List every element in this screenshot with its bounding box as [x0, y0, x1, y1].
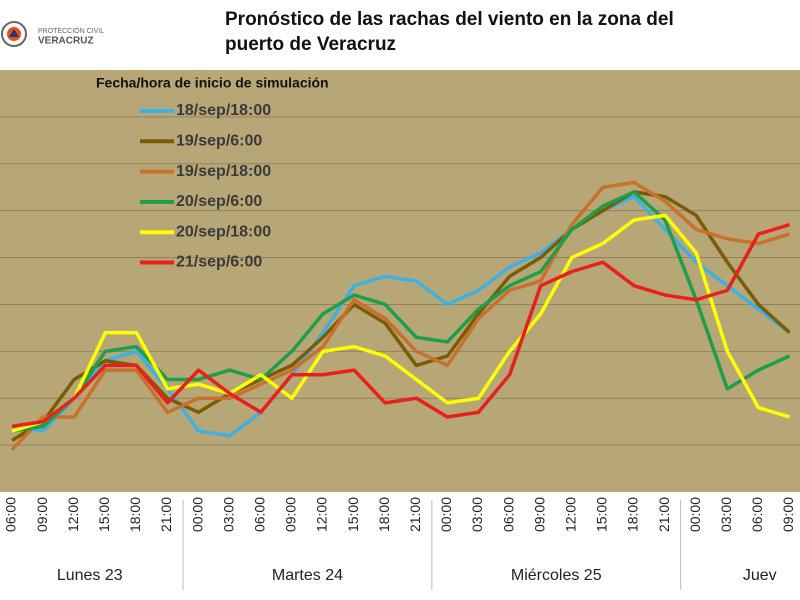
x-tick-label: 09:00	[283, 497, 299, 532]
legend-label: 20/sep/6:00	[176, 193, 262, 210]
x-tick-label: 00:00	[189, 497, 205, 532]
logo-text: VERACRUZ	[38, 36, 94, 47]
x-tick-label: 18:00	[127, 497, 143, 532]
x-tick-label: 03:00	[469, 497, 485, 532]
x-tick-label: 00:00	[438, 497, 454, 532]
day-label: Lunes 23	[57, 567, 123, 584]
x-tick-label: 09:00	[780, 497, 796, 532]
legend-label: 21/sep/6:00	[176, 254, 262, 271]
logo-text: PROTECCIÓN CIVIL	[38, 26, 104, 35]
legend-title: Fecha/hora de inicio de simulación	[96, 75, 329, 91]
x-tick-label: 21:00	[407, 497, 423, 532]
x-tick-label: 12:00	[563, 497, 579, 532]
series-line	[11, 213, 791, 433]
x-tick-label: 18:00	[376, 497, 392, 532]
chart-title: Pronóstico de las rachas del viento en l…	[225, 9, 674, 30]
x-tick-label: 12:00	[65, 497, 81, 532]
day-label: Miércoles 25	[511, 567, 602, 584]
x-tick-label: 09:00	[34, 497, 50, 532]
x-tick-label: 21:00	[656, 497, 672, 532]
legend-label: 20/sep/18:00	[176, 223, 271, 240]
series-line	[11, 223, 791, 429]
x-tick-label: 15:00	[594, 497, 610, 532]
logo-triangle	[9, 29, 19, 37]
x-tick-label: 03:00	[220, 497, 236, 532]
legend-label: 18/sep/18:00	[176, 102, 271, 119]
series-line	[10, 180, 791, 452]
x-tick-label: 06:00	[500, 497, 516, 532]
x-tick-label: 03:00	[718, 497, 734, 532]
x-tick-label: 21:00	[158, 497, 174, 532]
x-tick-label: 06:00	[252, 497, 268, 532]
logo: PROTECCIÓN CIVIL VERACRUZ	[1, 21, 104, 47]
x-tick-label: 00:00	[687, 497, 703, 532]
x-tick-label: 15:00	[96, 497, 112, 532]
day-label: Martes 24	[272, 567, 343, 584]
x-tick-label: 06:00	[749, 497, 765, 532]
x-tick-label: 09:00	[531, 497, 547, 532]
x-tick-label: 06:00	[3, 497, 19, 532]
series-line	[11, 194, 791, 438]
chart-title: puerto de Veracruz	[225, 34, 396, 55]
x-tick-label: 15:00	[345, 497, 361, 532]
legend-label: 19/sep/18:00	[176, 163, 271, 180]
x-tick-label: 12:00	[314, 497, 330, 532]
x-tick-label: 18:00	[625, 497, 641, 532]
plot-background	[0, 70, 800, 492]
day-label: Juev	[743, 567, 777, 584]
legend-label: 19/sep/6:00	[176, 133, 262, 150]
